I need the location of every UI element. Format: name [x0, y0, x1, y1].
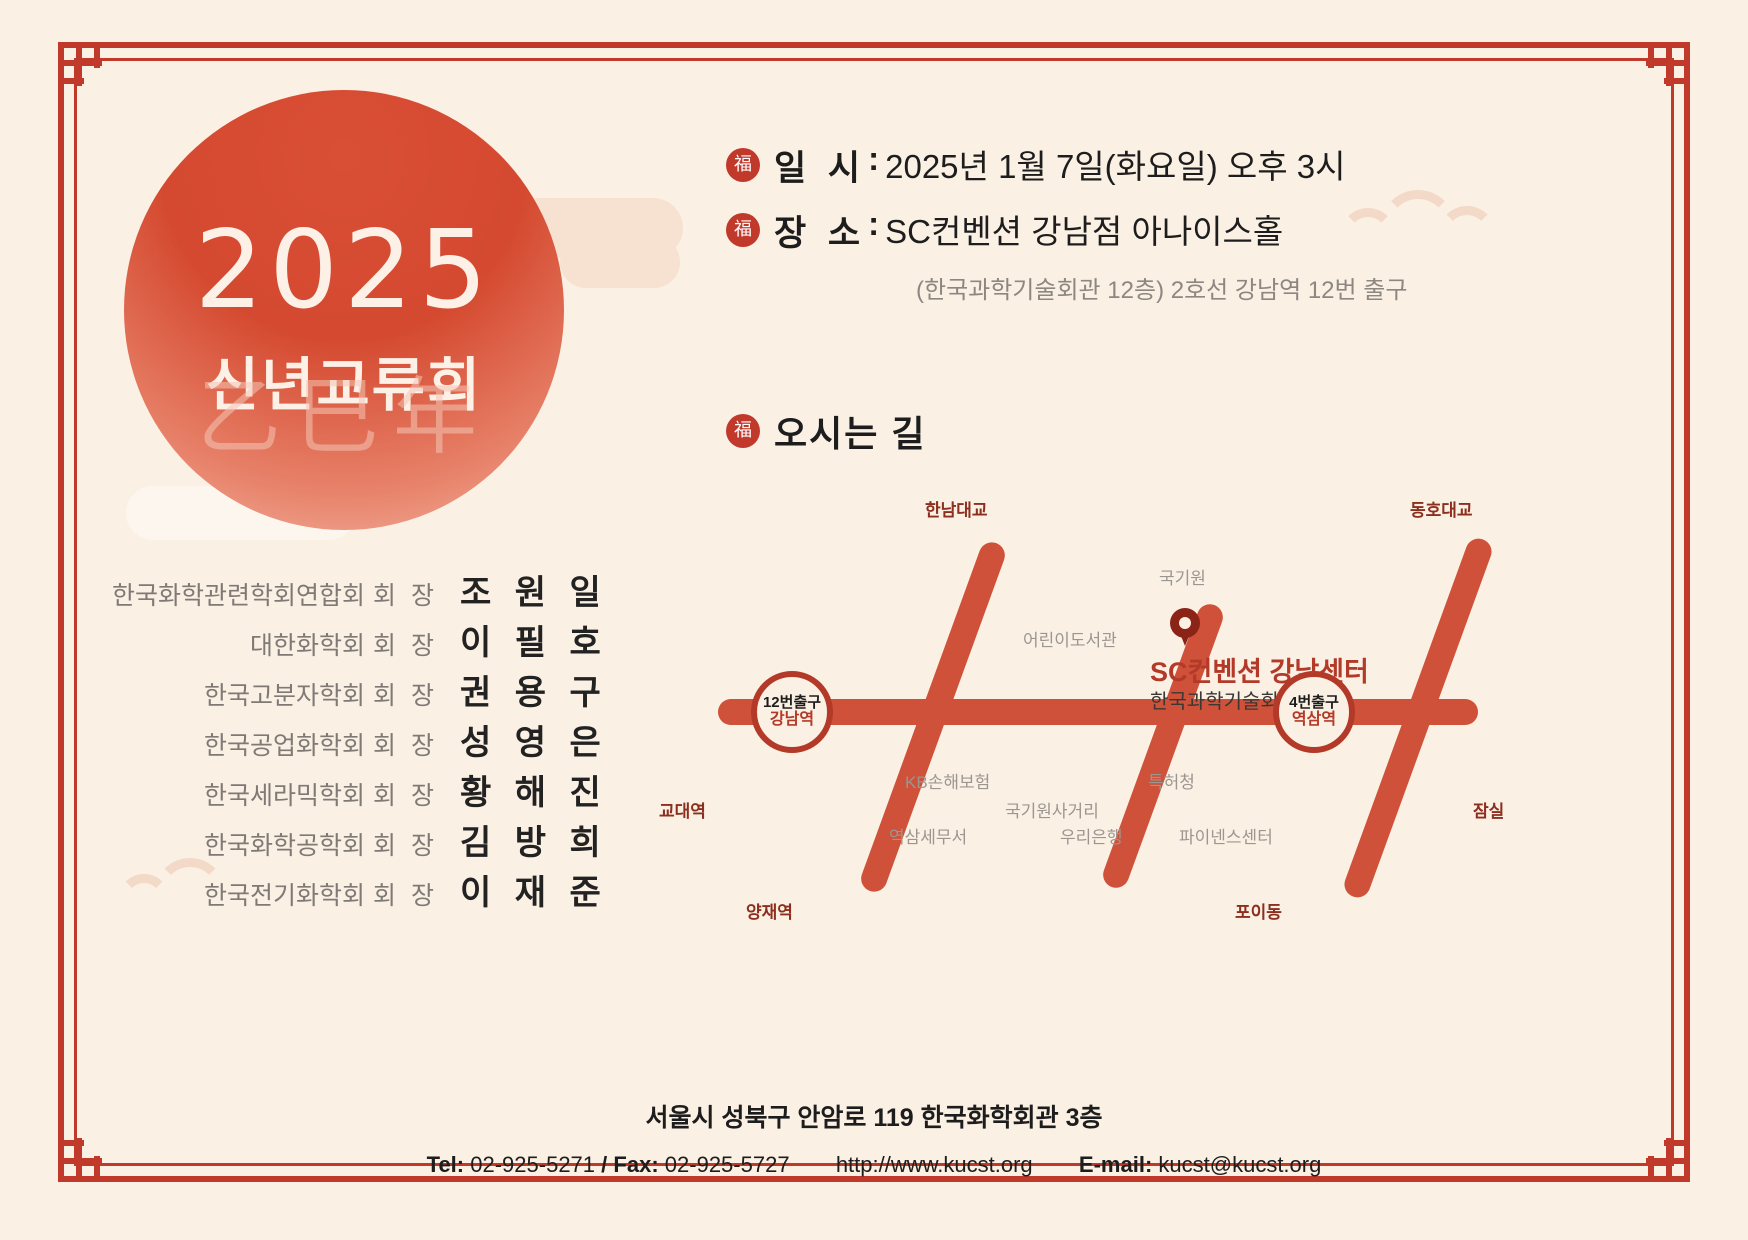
- person-name: 조 원 일: [460, 574, 608, 612]
- station-exit: 12번출구: [762, 694, 822, 712]
- map-poi-kb-insurance: KB손해보험: [905, 773, 991, 792]
- org-title: 회 장: [373, 882, 438, 910]
- outer-border: [58, 42, 1690, 1182]
- map-label-jamsil: 잠실: [1473, 802, 1505, 821]
- contact-slash: /: [601, 1152, 608, 1177]
- date-colon: :: [868, 140, 880, 177]
- event-date-label: 일 시: [774, 149, 867, 188]
- website-link[interactable]: http://www.kucst.org: [835, 1152, 1033, 1177]
- person-name: 김 방 희: [460, 824, 608, 862]
- map-label-hannamdaegyo: 한남대교: [925, 501, 988, 520]
- org-name: 한국공업화학회: [204, 732, 366, 760]
- list-item: 한국세라믹학회 회 장 황 해 진: [120, 765, 608, 815]
- station-yeoksam: 4번출구 역삼역: [1273, 671, 1355, 753]
- person-name: 성 영 은: [460, 724, 608, 762]
- org-title: 회 장: [373, 732, 438, 760]
- org-name: 한국화학관련학회연합회: [112, 582, 366, 610]
- tel-value: 02-925-5271: [470, 1152, 596, 1177]
- person-name: 이 재 준: [460, 874, 608, 912]
- place-colon: :: [868, 205, 880, 242]
- org-name: 한국화학공학회: [204, 832, 366, 860]
- fu-seal-icon: 福: [726, 148, 760, 182]
- email-label: E-mail:: [1078, 1152, 1153, 1177]
- tel-label: Tel:: [426, 1152, 465, 1177]
- map-label-donghodaegyo: 동호대교: [1410, 501, 1473, 520]
- location-pin-icon: [1170, 608, 1200, 648]
- event-place-note: (한국과학기술회관 12층) 2호선 강남역 12번 출구: [916, 277, 1408, 304]
- map-label-yangjaeyeok: 양재역: [746, 903, 793, 922]
- person-name: 황 해 진: [460, 774, 608, 812]
- station-name: 강남역: [769, 711, 815, 729]
- station-exit: 4번출구: [1289, 694, 1339, 712]
- footer-address: 서울시 성북구 안암로 119 한국화학회관 3층: [645, 1104, 1103, 1132]
- list-item: 한국고분자학회 회 장 권 용 구: [120, 665, 608, 715]
- corner-ornament-top-left: [58, 42, 124, 108]
- map-label-poidong: 포이동: [1235, 903, 1282, 922]
- location-map: 한남대교 동호대교 양재역 포이동 교대역 잠실 국기원 어린이도서관 KB손해…: [640, 480, 1560, 950]
- map-poi-childrens-library: 어린이도서관: [1023, 631, 1117, 650]
- list-item: 한국화학공학회 회 장 김 방 희: [120, 815, 608, 865]
- map-label-gyodaeyeok: 교대역: [659, 802, 706, 821]
- list-item: 한국공업화학회 회 장 성 영 은: [120, 715, 608, 765]
- footer: 서울시 성북구 안암로 119 한국화학회관 3층 Tel: 02-925-52…: [0, 1098, 1748, 1178]
- event-place-row: 福 장 소 : SC컨벤션 강남점 아나이스홀: [726, 205, 1626, 256]
- org-name: 한국전기화학회: [204, 882, 366, 910]
- list-item: 대한화학회 회 장 이 필 호: [120, 615, 608, 665]
- org-title: 회 장: [373, 632, 438, 660]
- inner-border: [74, 58, 1674, 1166]
- map-poi-yeoksam-tax-office: 역삼세무서: [889, 828, 968, 847]
- year-circle-logo: 2025 신년교류회: [124, 90, 564, 530]
- footer-contact-line: Tel: 02-925-5271 / Fax: 02-925-5727 http…: [0, 1152, 1748, 1178]
- fax-label: Fax:: [613, 1152, 659, 1177]
- fu-seal-icon-3: 福: [726, 414, 760, 448]
- org-name: 대한화학회: [250, 632, 366, 660]
- president-list: 한국화학관련학회연합회 회 장 조 원 일 대한화학회 회 장 이 필 호 한국…: [112, 565, 608, 915]
- cloud-decor-2: [560, 236, 680, 288]
- logo-hanja: 乙巳年: [196, 370, 491, 464]
- corner-ornament-top-right: [1624, 42, 1690, 108]
- fax-value: 02-925-5727: [664, 1152, 790, 1177]
- station-name: 역삼역: [1291, 711, 1337, 729]
- event-info-block: 福 일 시 : 2025년 1월 7일(화요일) 오후 3시 福 장 소 : S…: [726, 140, 1626, 305]
- org-name: 한국고분자학회: [204, 682, 366, 710]
- person-name: 이 필 호: [460, 624, 608, 662]
- directions-label: 오시는 길: [774, 413, 927, 454]
- logo-year: 2025: [194, 208, 494, 333]
- map-poi-patent-office: 특허청: [1148, 773, 1195, 792]
- event-date-value: 2025년 1월 7일(화요일) 오후 3시: [885, 148, 1346, 185]
- event-place-value: SC컨벤션 강남점 아나이스홀: [885, 213, 1284, 250]
- map-poi-woori-bank: 우리은행: [1060, 828, 1123, 847]
- map-poi-gukgiwon-intersection: 국기원사거리: [1005, 802, 1099, 821]
- email-link[interactable]: kucst@kucst.org: [1158, 1152, 1322, 1177]
- org-title: 회 장: [373, 582, 438, 610]
- directions-heading: 福 오시는 길: [726, 405, 926, 457]
- person-name: 권 용 구: [460, 674, 608, 712]
- map-poi-gukgiwon: 국기원: [1159, 569, 1206, 588]
- station-gangnam: 12번출구 강남역: [751, 671, 833, 753]
- logo-subtitle: 신년교류회: [205, 353, 483, 418]
- org-title: 회 장: [373, 832, 438, 860]
- org-title: 회 장: [373, 782, 438, 810]
- list-item: 한국화학관련학회연합회 회 장 조 원 일: [112, 565, 608, 615]
- org-title: 회 장: [373, 682, 438, 710]
- map-poi-finance-center: 파이넨스센터: [1179, 828, 1273, 847]
- event-date-row: 福 일 시 : 2025년 1월 7일(화요일) 오후 3시: [726, 140, 1626, 191]
- event-place-label: 장 소: [774, 214, 867, 253]
- org-name: 한국세라믹학회: [204, 782, 366, 810]
- fu-seal-icon-2: 福: [726, 213, 760, 247]
- list-item: 한국전기화학회 회 장 이 재 준: [120, 865, 608, 915]
